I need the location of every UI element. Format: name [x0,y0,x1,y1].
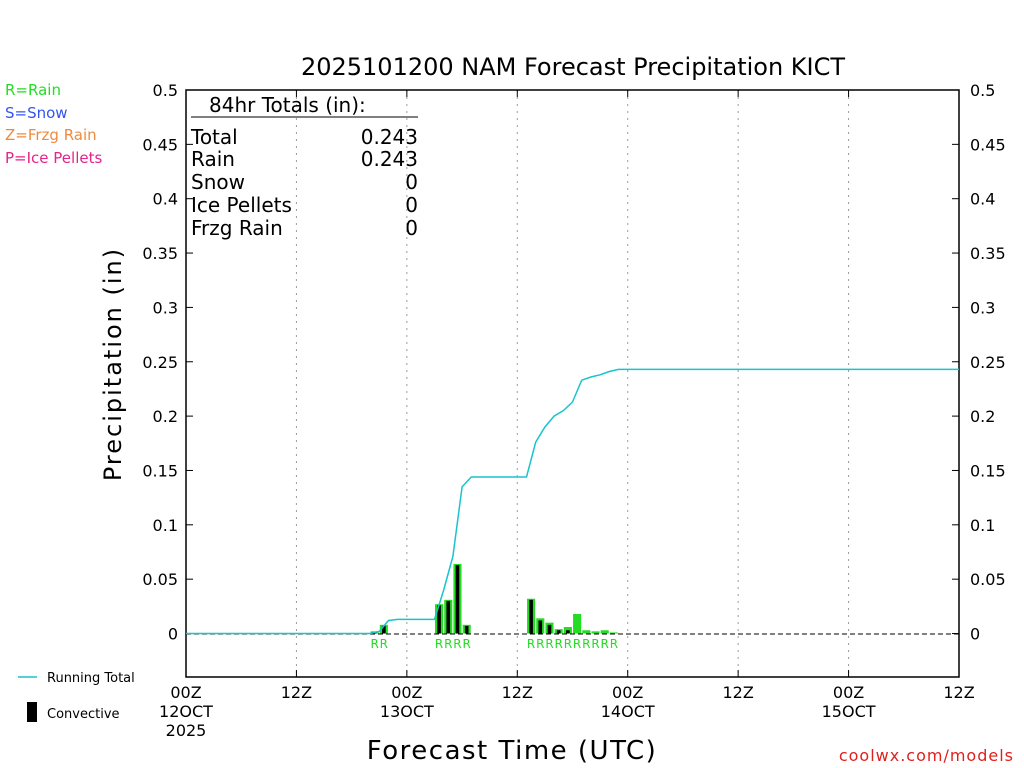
convective-bar [529,599,533,634]
totals-row-value: 0.243 [361,125,418,149]
totals-box: 84hr Totals (in): Total 0.243 Rain 0.243… [190,93,418,240]
y-tick-label-right: 0.25 [970,353,1006,372]
legend-freezing-rain: Z=Frzg Rain [5,126,97,144]
y-tick-label: 0.2 [153,407,178,426]
y-tick-label: 0.4 [153,190,178,209]
y-tick-label-right: 0.3 [970,298,995,317]
convective-bar [455,565,460,634]
precip-type-label: R [453,637,461,651]
precip-type-label: R [582,637,590,651]
precip-type-label: R [463,637,471,651]
y-tick-label-right: 0.5 [970,81,995,100]
convective-bar [464,625,469,634]
precip-type-label: R [601,637,609,651]
convective-legend-swatch [27,702,37,722]
running-total-legend-label: Running Total [47,671,135,686]
precip-type-label: R [435,637,443,651]
y-axis-ticks: 0 00.05 0.050.1 0.10.15 0.150.2 0.20.25 0.250.… [142,81,1005,644]
x-tick-label: 13OCT [380,702,434,721]
precip-type-label: R [564,637,572,651]
y-tick-label: 0 [168,625,178,644]
chart-title: 2025101200 NAM Forecast Precipitation KI… [301,53,845,81]
y-tick-label-right: 0.2 [970,407,995,426]
y-tick-label: 0.3 [153,298,178,317]
y-tick-label: 0.15 [142,461,178,480]
x-tick-label: 12OCT [159,702,213,721]
totals-row-label: Frzg Rain [191,216,283,240]
precip-type-label: R [545,637,553,651]
precip-bar [573,613,582,634]
x-tick-label: 00Z [833,683,864,702]
plot-frame [185,89,960,678]
y-tick-label-right: 0.45 [970,135,1006,154]
x-axis-label: Forecast Time (UTC) [367,736,658,766]
x-tick-label: 15OCT [822,702,876,721]
totals-row-label: Rain [191,147,235,171]
precip-type-label: R [536,637,544,651]
precip-type-label: R [591,637,599,651]
legend-ice-pellets: P=Ice Pellets [5,149,103,167]
legend-rain: R=Rain [5,81,61,99]
convective-bar [446,600,451,634]
totals-row-label: Total [190,125,238,149]
precip-type-label: R [610,637,618,651]
source-credit: coolwx.com/models [838,746,1014,765]
precip-bar [582,630,591,634]
y-tick-label-right: 0.4 [970,190,995,209]
x-tick-label: 00Z [391,683,422,702]
precip-type-label: R [444,637,452,651]
x-tick-label: 2025 [166,721,207,740]
legend-snow: S=Snow [5,104,68,122]
y-tick-label-right: 0.35 [970,244,1006,263]
x-tick-label: 12Z [943,683,974,702]
precip-type-label: R [380,637,388,651]
totals-row-value: 0 [405,193,418,217]
precip-bar [609,632,618,634]
x-tick-label: 12Z [281,683,312,702]
y-tick-label: 0.35 [142,244,178,263]
totals-header: 84hr Totals (in): [209,93,366,117]
y-tick-label-right: 0.05 [970,570,1006,589]
vertical-gridlines [295,90,850,677]
convective-bar [382,625,386,634]
precip-bars [370,563,618,634]
x-tick-label: 14OCT [601,702,655,721]
y-tick-label-right: 0.15 [970,461,1006,480]
convective-bar [437,605,441,634]
precip-type-label: R [527,637,535,651]
convective-bar [556,630,561,634]
convective-legend-label: Convective [47,707,120,722]
precip-type-label: R [573,637,581,651]
y-tick-label-right: 0.1 [970,516,995,535]
totals-row-value: 0 [405,216,418,240]
x-tick-label: 12Z [722,683,753,702]
x-tick-label: 00Z [612,683,643,702]
precip-bar [600,630,609,634]
y-tick-label: 0.25 [142,353,178,372]
totals-row-label: Ice Pellets [191,193,292,217]
totals-row-label: Snow [191,170,245,194]
precip-type-label: R [370,637,378,651]
running-total-line [186,368,959,635]
precip-type-label: R [555,637,563,651]
y-tick-label: 0.05 [142,570,178,589]
convective-bar [538,620,543,634]
totals-row-value: 0.243 [361,147,418,171]
totals-row-value: 0 [405,170,418,194]
y-tick-label: 0.5 [153,81,178,100]
y-axis-label: Precipitation (in) [99,247,127,481]
convective-bar [547,624,552,634]
convective-bar [566,630,570,634]
x-tick-label: 12Z [502,683,533,702]
x-tick-label: 00Z [170,683,201,702]
y-tick-label-right: 0 [970,625,980,644]
y-tick-label: 0.1 [153,516,178,535]
y-tick-label: 0.45 [142,135,178,154]
precip-bar [591,631,600,634]
